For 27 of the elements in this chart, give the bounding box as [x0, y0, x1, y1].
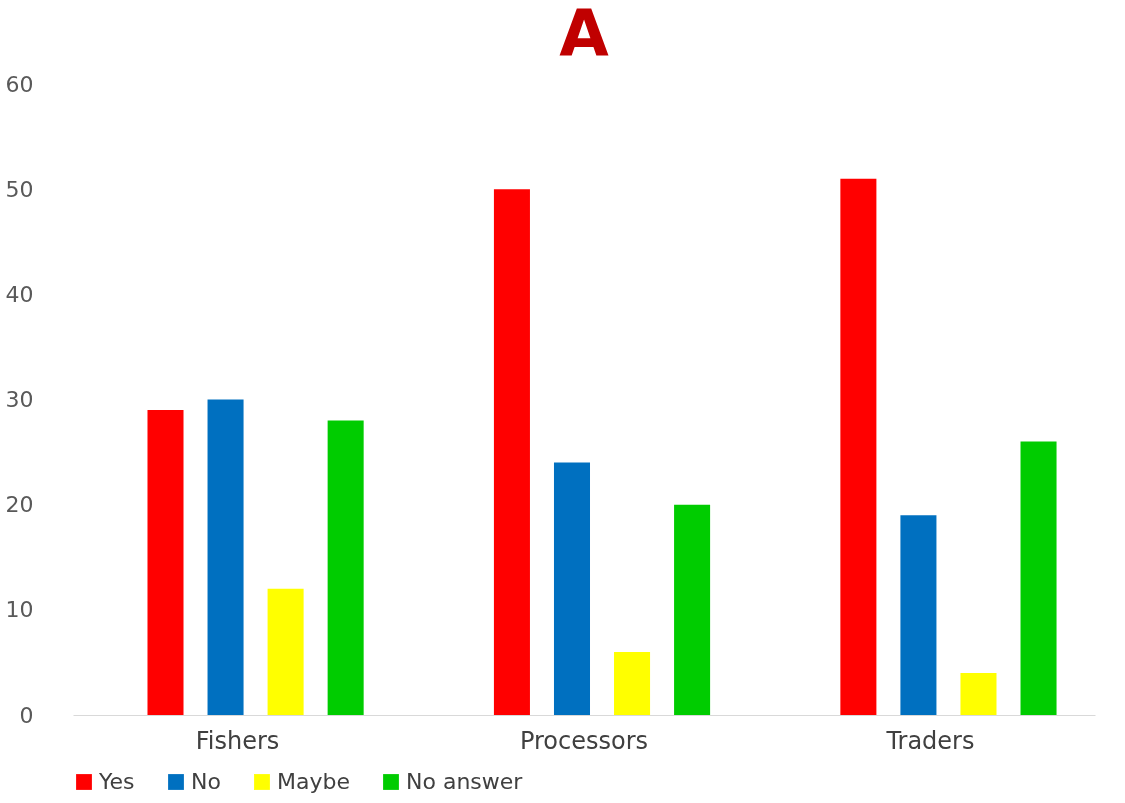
y-tick-label: 20: [5, 492, 34, 518]
bar: [840, 178, 877, 715]
bar: [614, 651, 651, 715]
legend-label: No: [191, 769, 221, 794]
x-tick-label: Processors: [519, 726, 649, 755]
y-tick-label: 40: [5, 281, 34, 307]
legend-label: Maybe: [277, 769, 350, 794]
bar: [960, 672, 997, 715]
chart-title: A: [559, 0, 610, 71]
x-tick-label: Fishers: [195, 726, 280, 755]
bar: [553, 462, 590, 715]
bar: [674, 504, 711, 715]
y-tick-label: 10: [5, 597, 34, 623]
bar: [327, 420, 364, 715]
legend-label: Yes: [98, 769, 135, 794]
y-tick-label: 30: [5, 387, 34, 412]
bar: [493, 189, 530, 715]
x-tick-label: Traders: [885, 726, 975, 755]
bar: [900, 515, 937, 715]
y-tick-label: 50: [5, 176, 34, 202]
legend-label: No answer: [406, 769, 524, 794]
bar: [267, 588, 304, 715]
y-tick-label: 0: [19, 702, 34, 728]
bar: [147, 410, 184, 715]
bar: [1020, 441, 1057, 715]
bar: [207, 399, 244, 715]
y-tick-label: 60: [5, 71, 34, 97]
